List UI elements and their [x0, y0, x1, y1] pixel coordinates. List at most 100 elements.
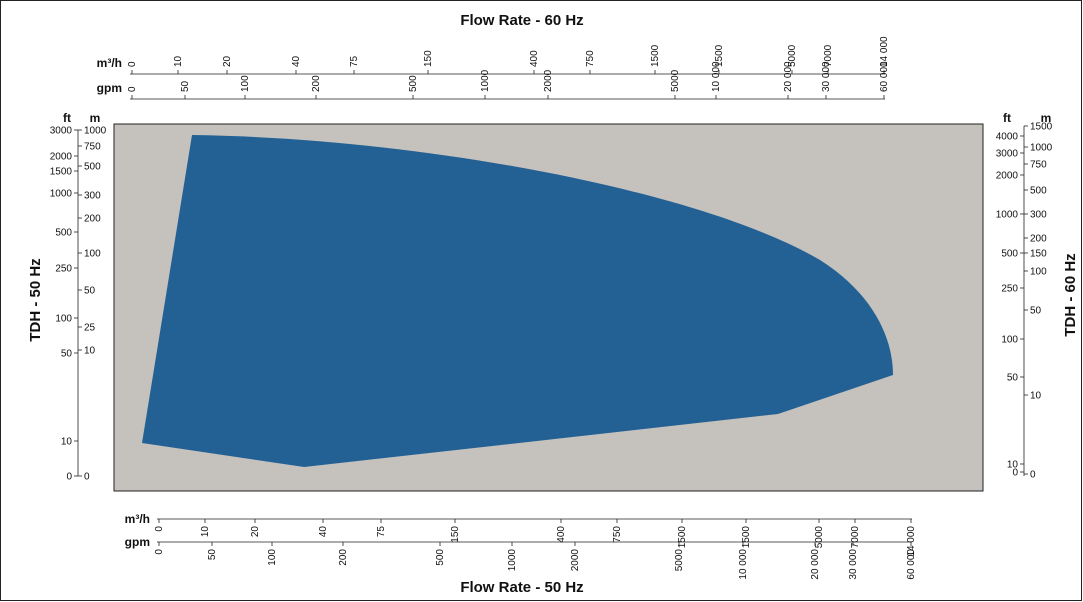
bottom-m3h-tick-label: 7000	[850, 526, 861, 549]
right-m-tick-label: 1500	[1030, 122, 1053, 133]
top-gpm-ticks: 0 50 100 200 500 1000 2000 5000 10 000 20 000 30 0…	[127, 61, 890, 99]
bottom-m3h-tick-label: 10	[200, 526, 211, 538]
top-m3h-tick-label: 7000	[823, 44, 834, 67]
top-m3h-tick-label: 0	[127, 61, 138, 67]
bottom-gpm-tick-label: 10 000	[738, 549, 749, 580]
right-ft-tick-label: 1000	[996, 210, 1019, 221]
top-gpm-unit: gpm	[97, 81, 122, 95]
left-ft-tick-label: 100	[55, 314, 72, 325]
left-m-tick-label: 1000	[84, 126, 107, 137]
bottom-gpm-tick-label: 20 000	[810, 549, 821, 580]
left-ft-unit: ft	[63, 111, 71, 125]
right-ft-tick-label: 3000	[996, 149, 1019, 160]
left-m-tick-label: 200	[84, 214, 101, 225]
bottom-gpm-tick-label: 60 000	[906, 549, 917, 580]
right-ft-tick-label: 4000	[996, 132, 1019, 143]
left-m-tick-label: 300	[84, 191, 101, 202]
bottom-gpm-tick-label: 2000	[570, 549, 581, 572]
left-ft-tick-label: 0	[66, 472, 72, 483]
bottom-m3h-tick-label: 5000	[814, 526, 825, 549]
bottom-m3h-tick-label: 750	[612, 526, 623, 543]
top-m3h-tick-label: 10	[173, 55, 184, 67]
top-gpm-tick-label: 2000	[543, 69, 554, 92]
right-axis-title: TDH - 60 Hz	[1062, 253, 1079, 336]
bottom-m3h-tick-label: 20	[250, 526, 261, 538]
right-m-unit: m	[1041, 111, 1052, 125]
left-ft-tick-label: 50	[61, 349, 73, 360]
bottom-m3h-unit: m³/h	[125, 512, 150, 526]
right-m-tick-label: 1000	[1030, 143, 1053, 154]
left-ft-tick-label: 10	[61, 437, 73, 448]
top-gpm-tick-label: 30 000	[821, 61, 832, 92]
bottom-gpm-tick-label: 5000	[674, 549, 685, 572]
right-m-tick-label: 100	[1030, 267, 1047, 278]
bottom-m3h-ticks: 0 10 20 40 75 150 400 750 1500 1500 5000 7000 14 000	[154, 519, 917, 557]
bottom-axis-title: Flow Rate - 50 Hz	[460, 579, 583, 596]
top-gpm-tick-label: 1000	[480, 69, 491, 92]
bottom-gpm-tick-label: 30 000	[848, 549, 859, 580]
right-ft-tick-label: 10	[1007, 460, 1019, 471]
bottom-gpm-tick-label: 100	[267, 549, 278, 566]
left-ft-tick-label: 1000	[50, 189, 73, 200]
top-m3h-tick-label: 75	[349, 55, 360, 67]
top-gpm-tick-label: 60 000	[879, 61, 890, 92]
top-m3h-ticks: 0 10 20 40 75 150 400 750 1500 1500 5000 7000 14 000	[127, 36, 890, 74]
right-m-tick-label: 500	[1030, 186, 1047, 197]
left-m-unit: m	[90, 111, 101, 125]
left-ft-tick-label: 1500	[50, 167, 73, 178]
top-m3h-tick-label: 1500	[714, 44, 725, 67]
right-m-tick-label: 50	[1030, 306, 1042, 317]
bottom-m3h-tick-label: 40	[318, 526, 329, 538]
top-m3h-unit: m³/h	[97, 56, 122, 70]
bottom-gpm-tick-label: 0	[154, 549, 165, 555]
left-ft-tick-label: 500	[55, 228, 72, 239]
right-m-tick-label: 750	[1030, 160, 1047, 171]
bottom-gpm-tick-label: 500	[435, 549, 446, 566]
right-m-tick-label: 10	[1030, 391, 1042, 402]
bottom-gpm-unit: gpm	[125, 535, 150, 549]
top-axis-title: Flow Rate - 60 Hz	[460, 12, 583, 29]
top-gpm-tick-label: 0	[127, 86, 138, 92]
top-gpm-tick-label: 200	[311, 75, 322, 92]
bottom-gpm-tick-label: 50	[207, 549, 218, 561]
right-ft-tick-label: 0	[1012, 468, 1018, 479]
top-m3h-tick-label: 20	[222, 55, 233, 67]
bottom-m3h-tick-label: 1500	[677, 526, 688, 549]
bottom-gpm-ticks: 0 50 100 200 500 1000 2000 5000 10 000 20 000 30 0…	[154, 542, 917, 580]
left-m-tick-label: 100	[84, 249, 101, 260]
top-m3h-tick-label: 750	[585, 50, 596, 67]
bottom-m3h-tick-label: 75	[376, 526, 387, 538]
top-m3h-tick-label: 14 000	[879, 36, 890, 67]
top-gpm-tick-label: 500	[408, 75, 419, 92]
bottom-m3h-tick-label: 400	[556, 526, 567, 543]
left-m-tick-label: 0	[84, 472, 90, 483]
right-ft-tick-label: 100	[1001, 335, 1018, 346]
right-ft-tick-label: 250	[1001, 284, 1018, 295]
bottom-gpm-tick-label: 200	[338, 549, 349, 566]
right-m-tick-label: 0	[1030, 470, 1036, 481]
top-m3h-tick-label: 40	[291, 55, 302, 67]
right-ft-unit: ft	[1003, 111, 1011, 125]
bottom-m3h-tick-label: 14 000	[906, 526, 917, 557]
right-m-tick-label: 150	[1030, 249, 1047, 260]
right-ft-tick-label: 2000	[996, 171, 1019, 182]
bottom-m3h-tick-label: 150	[450, 526, 461, 543]
right-ft-tick-label: 500	[1001, 249, 1018, 260]
left-m-tick-label: 500	[84, 162, 101, 173]
right-m-tick-label: 200	[1030, 234, 1047, 245]
left-axis-title: TDH - 50 Hz	[27, 258, 44, 341]
top-gpm-tick-label: 10 000	[711, 61, 722, 92]
top-gpm-tick-label: 100	[240, 75, 251, 92]
top-m3h-tick-label: 5000	[787, 44, 798, 67]
right-ft-tick-label: 50	[1007, 373, 1019, 384]
top-gpm-tick-label: 20 000	[783, 61, 794, 92]
top-gpm-tick-label: 5000	[670, 69, 681, 92]
left-m-tick-label: 50	[84, 286, 96, 297]
left-ft-tick-label: 3000	[50, 126, 73, 137]
right-m-tick-label: 300	[1030, 210, 1047, 221]
top-gpm-tick-label: 50	[180, 80, 191, 92]
